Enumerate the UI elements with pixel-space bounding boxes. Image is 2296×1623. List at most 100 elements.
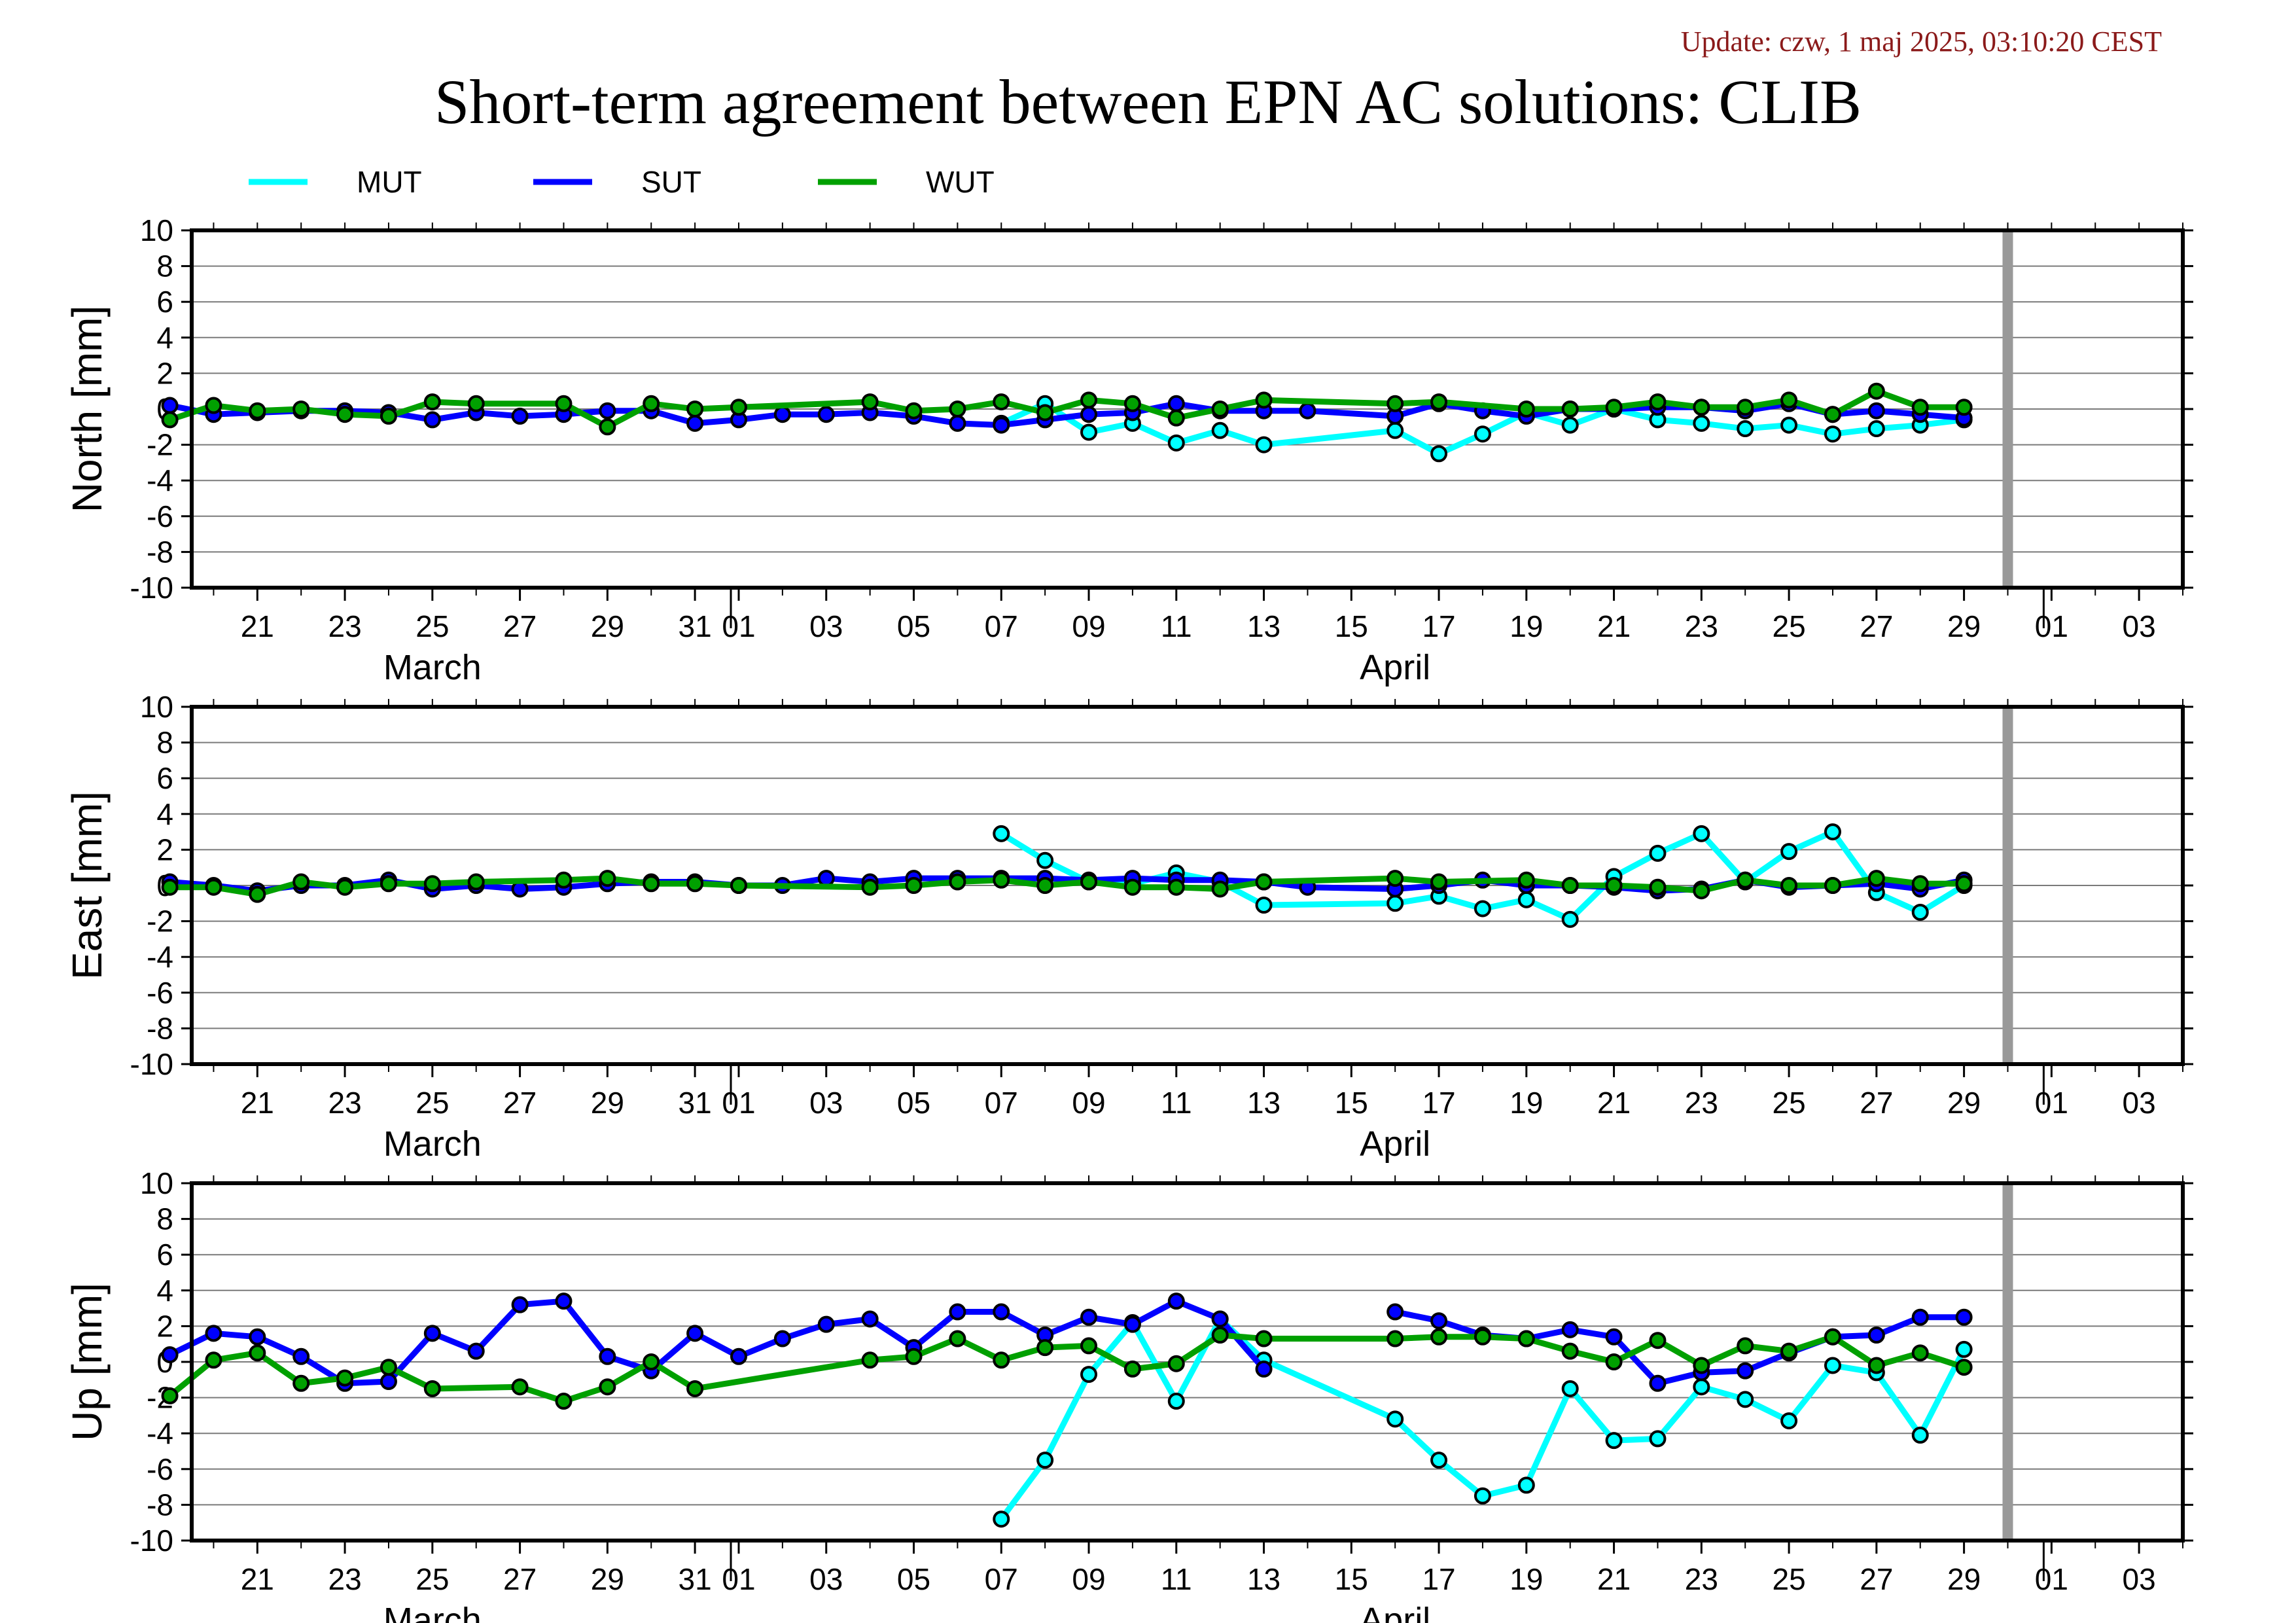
data-point	[1649, 1332, 1667, 1349]
x-tick-label: 25	[1773, 609, 1806, 643]
x-tick-label: 03	[2123, 1562, 2156, 1596]
y-tick-label: -2	[147, 904, 173, 938]
x-tick-label: 13	[1247, 1562, 1280, 1596]
data-point	[1211, 880, 1229, 898]
data-point	[205, 1325, 222, 1342]
data-point	[1255, 391, 1273, 409]
x-tick-label: 01	[2035, 1086, 2068, 1120]
y-axis-title: East [mm]	[63, 791, 111, 980]
data-point	[1386, 870, 1404, 887]
x-tick-label: 27	[503, 1086, 537, 1120]
data-point	[1693, 825, 1710, 842]
data-point	[336, 878, 354, 896]
data-point	[1080, 1308, 1098, 1326]
data-point	[555, 871, 573, 889]
data-point	[1737, 399, 1754, 416]
month-label: April	[1360, 1601, 1430, 1623]
data-point	[599, 418, 616, 436]
data-point	[1036, 851, 1054, 869]
data-point	[1955, 1359, 1973, 1376]
data-point	[1780, 391, 1798, 409]
x-tick-label: 17	[1422, 1086, 1455, 1120]
data-point	[1167, 1393, 1185, 1410]
x-tick-label: 03	[809, 609, 843, 643]
y-tick-label: 2	[156, 1309, 173, 1343]
x-tick-label: 23	[328, 1562, 361, 1596]
x-tick-label: 27	[503, 609, 537, 643]
data-point	[1080, 391, 1098, 409]
y-tick-label: -8	[147, 535, 173, 569]
data-point	[643, 395, 660, 412]
x-tick-label: 29	[1947, 1086, 1981, 1120]
data-point	[423, 411, 441, 429]
data-point	[1561, 877, 1579, 894]
x-tick-label: 07	[985, 1086, 1018, 1120]
y-tick-label: -4	[147, 1416, 173, 1450]
x-tick-label: 21	[241, 609, 274, 643]
data-point	[1605, 399, 1623, 416]
x-tick-label: 07	[985, 609, 1018, 643]
y-tick-label: -10	[130, 1524, 173, 1558]
data-point	[161, 1387, 179, 1404]
data-point	[467, 1342, 485, 1360]
data-point	[1123, 878, 1141, 896]
data-point	[1386, 395, 1404, 412]
data-point	[1386, 1330, 1404, 1347]
data-point	[949, 873, 966, 891]
legend-label: MUT	[357, 165, 422, 199]
data-point	[1911, 1344, 1929, 1362]
data-point	[1780, 416, 1798, 434]
data-point	[1299, 402, 1316, 419]
data-point	[1430, 393, 1448, 411]
data-point	[1036, 404, 1054, 421]
data-point	[686, 401, 704, 418]
x-tick-label: 09	[1072, 1086, 1105, 1120]
data-point	[511, 407, 529, 425]
data-point	[1561, 401, 1579, 418]
data-point	[1430, 1328, 1448, 1346]
data-point	[773, 1330, 791, 1347]
x-tick-label: 21	[1597, 609, 1631, 643]
x-tick-label: 25	[415, 1086, 449, 1120]
data-point	[1780, 1412, 1798, 1430]
data-point	[336, 1369, 354, 1387]
data-point	[1386, 1303, 1404, 1321]
data-point	[1255, 897, 1273, 914]
data-point	[817, 1315, 835, 1333]
x-tick-label: 29	[591, 1086, 624, 1120]
data-point	[1824, 823, 1841, 841]
data-point	[817, 406, 835, 423]
data-point	[1693, 1357, 1710, 1374]
data-point	[861, 1351, 879, 1369]
x-tick-label: 23	[1685, 1562, 1718, 1596]
x-tick-label: 15	[1335, 1086, 1368, 1120]
data-point	[1649, 393, 1667, 411]
data-point	[1561, 1321, 1579, 1338]
data-point	[861, 393, 879, 411]
data-point	[1386, 421, 1404, 439]
current-date-marker	[2002, 1183, 2013, 1541]
data-point	[1474, 1487, 1491, 1505]
data-point	[1474, 900, 1491, 918]
y-tick-label: 10	[140, 690, 173, 724]
data-point	[1036, 877, 1054, 894]
data-point	[1824, 1357, 1841, 1374]
y-tick-label: -10	[130, 1047, 173, 1081]
data-point	[1167, 878, 1185, 896]
x-tick-label: 27	[1860, 1562, 1893, 1596]
x-tick-label: 23	[1685, 1086, 1718, 1120]
data-point	[161, 411, 179, 429]
y-tick-label: -10	[130, 571, 173, 605]
month-label: April	[1360, 648, 1430, 687]
data-point	[1080, 423, 1098, 441]
data-point	[1123, 395, 1141, 412]
x-tick-label: 23	[1685, 609, 1718, 643]
data-point	[205, 397, 222, 414]
update-timestamp: Update: czw, 1 maj 2025, 03:10:20 CEST	[1680, 26, 2162, 58]
data-point	[1517, 871, 1535, 889]
series-wut	[161, 1327, 1973, 1410]
data-point	[1605, 1353, 1623, 1370]
